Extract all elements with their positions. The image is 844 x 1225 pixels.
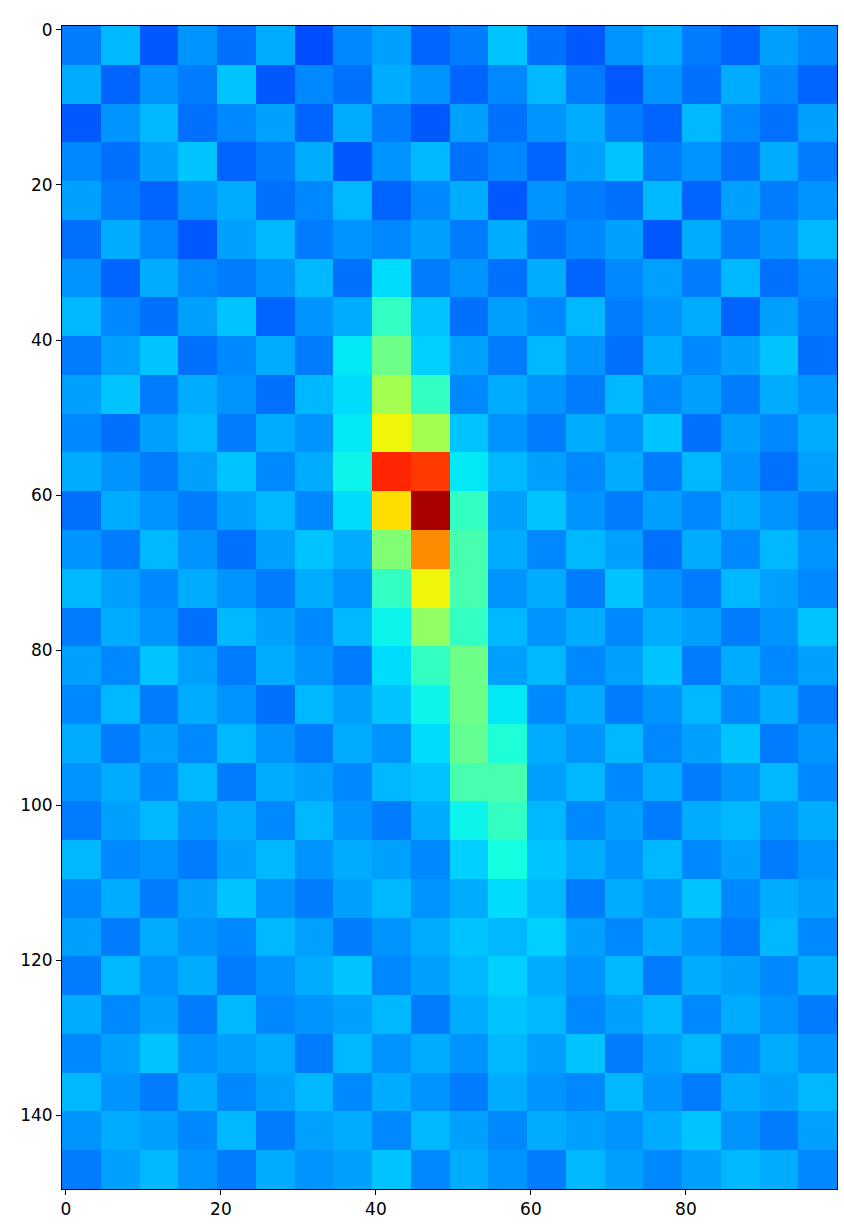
svg-text:0: 0 (42, 20, 53, 40)
svg-text:120: 120 (20, 950, 52, 970)
svg-text:0: 0 (60, 1199, 71, 1219)
svg-text:60: 60 (31, 485, 53, 505)
svg-text:100: 100 (20, 795, 52, 815)
svg-text:140: 140 (20, 1105, 52, 1125)
svg-text:40: 40 (31, 330, 53, 350)
svg-text:60: 60 (520, 1199, 542, 1219)
svg-text:40: 40 (365, 1199, 387, 1219)
svg-text:20: 20 (31, 175, 53, 195)
svg-text:80: 80 (31, 640, 53, 660)
svg-text:80: 80 (675, 1199, 697, 1219)
svg-text:20: 20 (210, 1199, 232, 1219)
